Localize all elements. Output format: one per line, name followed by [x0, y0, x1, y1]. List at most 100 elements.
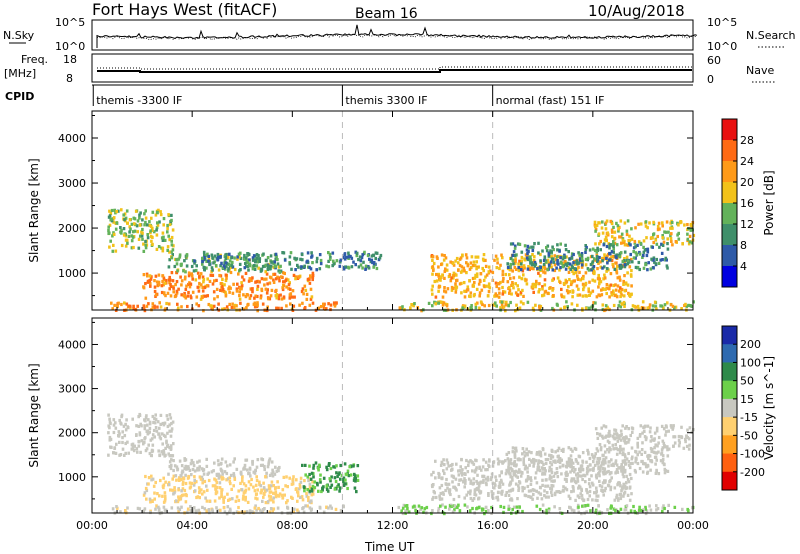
- echo-cell: [596, 449, 600, 453]
- echo-cell: [171, 477, 174, 481]
- echo-cell: [475, 287, 479, 291]
- echo-cell: [168, 423, 171, 427]
- echo-cell: [443, 289, 446, 293]
- echo-cell: [608, 429, 611, 433]
- echo-cell: [555, 302, 559, 306]
- echo-cell: [150, 239, 153, 243]
- echo-cell: [643, 435, 647, 439]
- echo-cell: [226, 464, 229, 468]
- echo-cell: [161, 279, 164, 284]
- echo-cell: [221, 288, 225, 292]
- echo-cell: [259, 463, 263, 467]
- echo-cell: [221, 307, 224, 311]
- echo-cell: [221, 472, 224, 476]
- echo-cell: [551, 245, 554, 249]
- echo-cell: [652, 266, 655, 270]
- echo-cell: [123, 218, 126, 222]
- echo-cell: [184, 481, 188, 486]
- echo-cell: [135, 433, 138, 437]
- echo-cell: [680, 425, 683, 429]
- echo-cell: [615, 295, 619, 299]
- echo-cell: [246, 303, 249, 307]
- echo-cell: [445, 467, 449, 471]
- echo-cell: [329, 303, 333, 307]
- echo-cell: [652, 233, 655, 237]
- echo-cell: [541, 294, 544, 298]
- echo-cell: [569, 460, 573, 464]
- echo-cell: [571, 449, 574, 453]
- echo-cell: [595, 223, 599, 228]
- echo-cell: [553, 479, 556, 483]
- echo-cell: [548, 469, 551, 473]
- echo-cell: [170, 213, 173, 217]
- echo-cell: [138, 507, 142, 511]
- echo-cell: [566, 462, 569, 466]
- echo-cell: [531, 284, 535, 288]
- echo-cell: [334, 479, 338, 484]
- echo-cell: [565, 263, 569, 267]
- echo-cell: [133, 229, 137, 233]
- echo-cell: [545, 249, 549, 253]
- echo-cell: [650, 460, 654, 464]
- echo-cell: [350, 256, 354, 260]
- echo-cell: [251, 258, 255, 262]
- echo-cell: [130, 239, 134, 243]
- echo-cell: [601, 434, 604, 438]
- echo-cell: [581, 477, 584, 482]
- echo-cell: [619, 496, 623, 501]
- echo-cell: [562, 449, 565, 453]
- echo-cell: [207, 478, 211, 483]
- echo-cell: [617, 498, 620, 502]
- echo-cell: [619, 251, 623, 255]
- echo-cell: [198, 281, 201, 286]
- echo-cell: [555, 471, 559, 475]
- echo-cell: [254, 496, 257, 500]
- echo-cell: [311, 275, 315, 280]
- echo-cell: [275, 306, 278, 310]
- echo-cell: [646, 464, 650, 468]
- echo-cell: [644, 507, 647, 511]
- freq-label-1: Freq.: [21, 53, 48, 66]
- echo-cell: [127, 451, 130, 455]
- echo-cell: [641, 306, 644, 310]
- echo-cell: [281, 496, 284, 500]
- echo-cell: [557, 490, 561, 494]
- echo-cell: [228, 252, 231, 256]
- echo-cell: [630, 446, 634, 450]
- echo-cell: [112, 451, 116, 455]
- echo-cell: [499, 478, 503, 482]
- echo-cell: [670, 220, 674, 225]
- echo-cell: [513, 261, 517, 265]
- echo-cell: [613, 237, 616, 241]
- echo-cell: [511, 269, 514, 273]
- echo-cell: [161, 442, 164, 446]
- echo-cell: [641, 255, 644, 259]
- echo-cell: [216, 255, 220, 259]
- echo-cell: [171, 420, 175, 424]
- echo-cell: [537, 271, 540, 275]
- echo-cell: [300, 289, 304, 294]
- echo-cell: [242, 482, 246, 486]
- echo-cell: [666, 454, 670, 458]
- echo-cell: [623, 453, 627, 457]
- echo-cell: [191, 467, 195, 472]
- echo-cell: [162, 483, 166, 487]
- echo-cell: [580, 263, 584, 267]
- echo-cell: [531, 497, 534, 501]
- echo-cell: [277, 485, 280, 489]
- echo-cell: [342, 480, 345, 484]
- echo-cell: [198, 475, 202, 479]
- echo-cell: [518, 242, 522, 246]
- echo-cell: [599, 464, 603, 468]
- echo-cell: [607, 434, 611, 438]
- echo-cell: [612, 447, 615, 451]
- echo-cell: [143, 424, 146, 428]
- echo-cell: [646, 424, 650, 428]
- echo-cell: [684, 302, 687, 306]
- echo-cell: [622, 300, 626, 305]
- echo-cell: [143, 507, 147, 511]
- echo-cell: [482, 278, 486, 282]
- echo-cell: [217, 268, 221, 272]
- echo-cell: [247, 472, 250, 476]
- echo-cell: [214, 264, 218, 268]
